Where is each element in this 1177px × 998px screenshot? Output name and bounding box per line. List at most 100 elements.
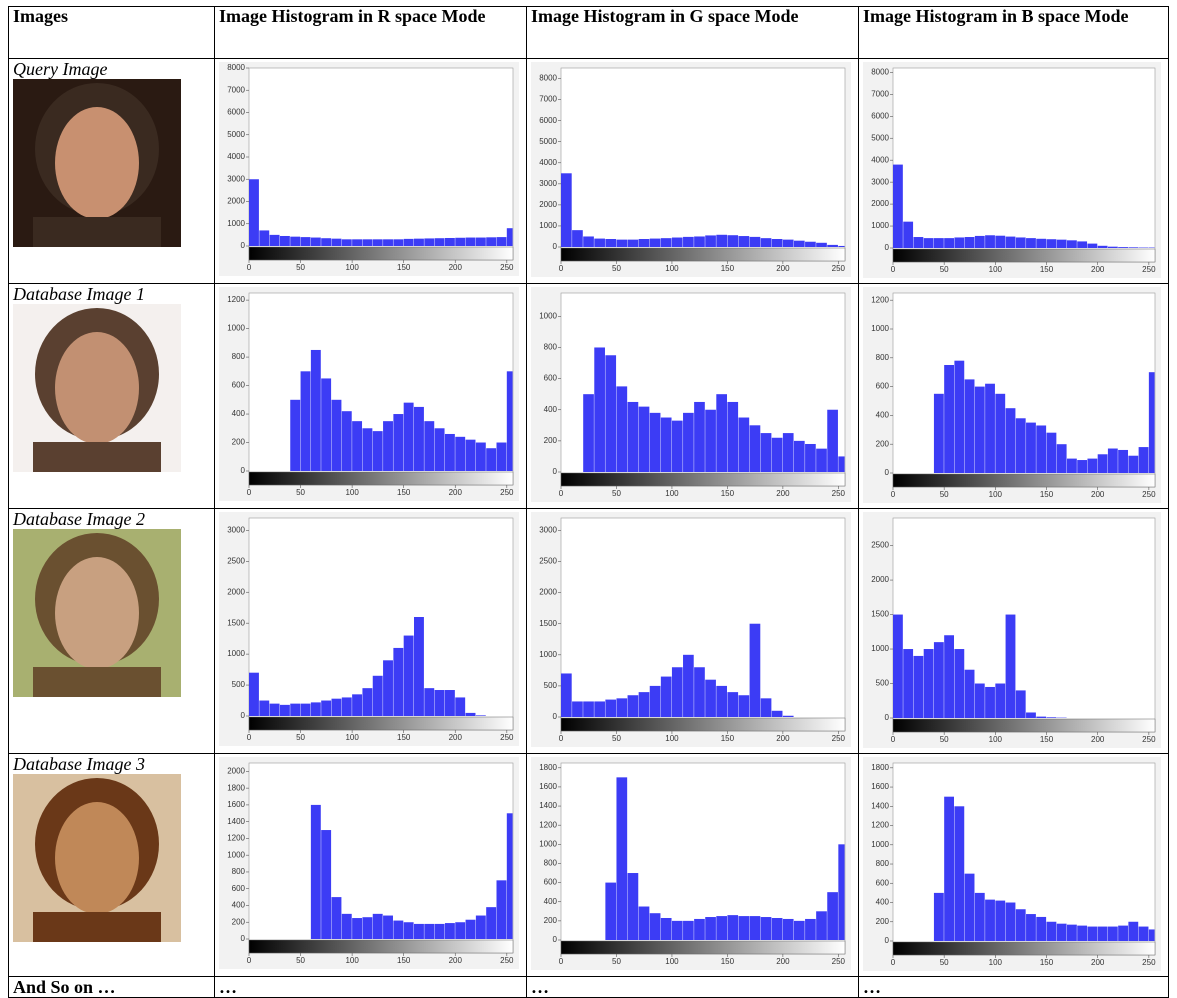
bar bbox=[1016, 237, 1026, 248]
x-tick-label: 100 bbox=[665, 734, 679, 743]
bar bbox=[342, 239, 352, 246]
bar bbox=[616, 698, 627, 717]
bar bbox=[985, 900, 995, 941]
photo-image bbox=[13, 79, 181, 247]
bar bbox=[783, 240, 794, 247]
y-tick-label: 800 bbox=[544, 859, 558, 868]
bar bbox=[1057, 924, 1067, 941]
page: Images Image Histogram in R space Mode I… bbox=[0, 0, 1177, 996]
x-tick-label: 150 bbox=[721, 489, 735, 498]
gradient-bar bbox=[893, 942, 1155, 955]
bar bbox=[694, 236, 705, 247]
bar bbox=[1139, 927, 1149, 941]
x-tick-label: 150 bbox=[397, 263, 411, 272]
bar bbox=[683, 921, 694, 940]
bar bbox=[321, 238, 331, 246]
x-tick-label: 150 bbox=[1040, 490, 1054, 499]
bar bbox=[352, 918, 362, 939]
y-tick-label: 500 bbox=[876, 679, 890, 688]
y-tick-label: 500 bbox=[232, 680, 246, 689]
x-tick-label: 50 bbox=[612, 264, 621, 273]
x-tick-label: 100 bbox=[345, 488, 359, 497]
bar bbox=[1128, 247, 1138, 248]
y-tick-label: 0 bbox=[885, 936, 890, 945]
row-label: Database Image 2 bbox=[13, 509, 214, 529]
x-tick-label: 100 bbox=[665, 264, 679, 273]
bar bbox=[455, 922, 465, 939]
gradient-bar bbox=[249, 472, 513, 485]
y-tick-label: 0 bbox=[885, 713, 890, 722]
bar bbox=[249, 673, 259, 716]
bar bbox=[342, 411, 352, 471]
y-tick-label: 1000 bbox=[871, 840, 889, 849]
bar bbox=[628, 240, 639, 247]
y-tick-label: 3000 bbox=[539, 179, 557, 188]
bar bbox=[672, 238, 683, 247]
bar bbox=[672, 421, 683, 472]
y-tick-label: 0 bbox=[241, 466, 246, 475]
bar bbox=[249, 179, 259, 246]
bar bbox=[1047, 922, 1057, 941]
bar bbox=[383, 421, 393, 471]
bar bbox=[761, 433, 772, 472]
bar bbox=[727, 235, 738, 247]
bar bbox=[393, 921, 403, 939]
x-tick-label: 100 bbox=[989, 490, 1003, 499]
bar bbox=[1077, 460, 1087, 473]
bar bbox=[965, 670, 975, 718]
bar bbox=[727, 692, 738, 717]
x-tick-label: 0 bbox=[559, 734, 564, 743]
y-tick-label: 600 bbox=[876, 382, 890, 391]
bar bbox=[1036, 717, 1046, 718]
x-tick-label: 250 bbox=[500, 488, 514, 497]
photo bbox=[13, 79, 214, 252]
bar bbox=[1016, 909, 1026, 941]
y-tick-label: 4000 bbox=[539, 158, 557, 167]
photo bbox=[13, 529, 214, 702]
bar bbox=[924, 238, 934, 248]
footer-cell: And So on … bbox=[9, 977, 215, 998]
gradient-bar bbox=[561, 718, 845, 731]
bar bbox=[486, 448, 496, 471]
bar bbox=[1006, 237, 1016, 248]
bar bbox=[435, 428, 445, 471]
bar bbox=[605, 239, 616, 247]
bar bbox=[362, 428, 372, 471]
bar bbox=[694, 402, 705, 472]
y-tick-label: 1500 bbox=[871, 610, 889, 619]
x-tick-label: 100 bbox=[345, 263, 359, 272]
bar bbox=[772, 711, 783, 717]
y-tick-label: 8000 bbox=[871, 67, 889, 76]
bar bbox=[383, 660, 393, 716]
bar bbox=[1118, 926, 1128, 941]
bar bbox=[1036, 239, 1046, 248]
bar bbox=[1026, 712, 1036, 718]
y-tick-label: 1200 bbox=[539, 820, 557, 829]
bar bbox=[616, 386, 627, 472]
x-tick-label: 50 bbox=[940, 490, 949, 499]
bar bbox=[1098, 927, 1108, 941]
y-tick-label: 2000 bbox=[227, 587, 245, 596]
y-tick-label: 1000 bbox=[227, 219, 245, 228]
y-tick-label: 1000 bbox=[227, 324, 245, 333]
bar bbox=[1047, 239, 1057, 248]
x-tick-label: 150 bbox=[1040, 958, 1054, 967]
y-tick-label: 8000 bbox=[227, 63, 245, 72]
x-tick-label: 200 bbox=[776, 957, 790, 966]
photo-image bbox=[13, 774, 181, 942]
x-tick-label: 250 bbox=[500, 956, 514, 965]
bar bbox=[404, 403, 414, 471]
bar bbox=[954, 649, 964, 718]
bar bbox=[321, 701, 331, 716]
gradient-bar bbox=[561, 248, 845, 261]
bar bbox=[739, 916, 750, 940]
y-tick-label: 1600 bbox=[539, 782, 557, 791]
bar bbox=[290, 400, 300, 471]
